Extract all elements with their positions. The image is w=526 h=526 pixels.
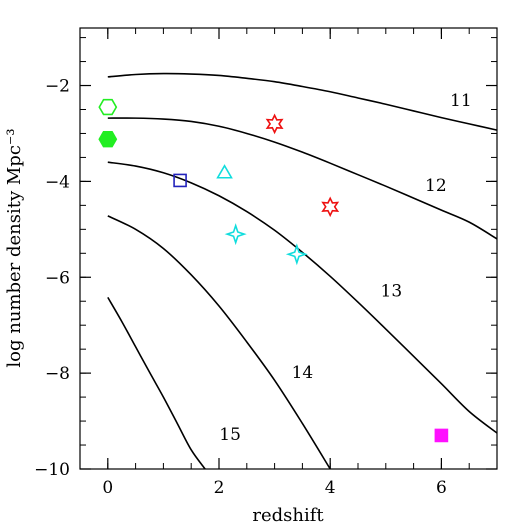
star4-marker bbox=[285, 243, 308, 266]
star6-marker bbox=[265, 113, 284, 135]
curve-label-12: 12 bbox=[425, 176, 447, 196]
y-axis-label: log number density Mpc⁻³ bbox=[4, 128, 25, 367]
y-tick-label: −4 bbox=[45, 172, 70, 192]
curve-label-11: 11 bbox=[450, 91, 472, 111]
hexagon-marker bbox=[98, 131, 118, 148]
x-tick-label: 0 bbox=[102, 478, 113, 498]
curves bbox=[107, 72, 498, 470]
hexagon-marker bbox=[98, 98, 118, 116]
y-tick-labels: −2 −4 −6 −8 −10 bbox=[34, 77, 70, 480]
curve-14 bbox=[107, 215, 331, 470]
y-tick-label: −8 bbox=[45, 364, 70, 384]
square-marker bbox=[434, 428, 449, 443]
curve-label-13: 13 bbox=[381, 281, 403, 301]
x-tick-labels: 0 2 4 6 bbox=[102, 478, 446, 498]
x-tick-label: 4 bbox=[325, 478, 336, 498]
square-marker bbox=[173, 173, 187, 188]
curve-label-14: 14 bbox=[292, 363, 314, 383]
plot-frame bbox=[79, 27, 498, 470]
curve-15 bbox=[107, 296, 206, 470]
curve-13 bbox=[107, 161, 498, 434]
star4-marker bbox=[224, 223, 247, 246]
triangle-marker bbox=[216, 164, 233, 179]
curve-11 bbox=[107, 72, 498, 131]
x-tick-label: 6 bbox=[436, 478, 447, 498]
y-tick-label: −10 bbox=[34, 460, 70, 480]
y-tick-label: −6 bbox=[45, 268, 70, 288]
x-axis-label: redshift bbox=[252, 505, 324, 526]
curve-12 bbox=[107, 117, 498, 240]
y-tick-label: −2 bbox=[45, 77, 70, 97]
curve-label-15: 15 bbox=[219, 425, 241, 445]
x-tick-label: 2 bbox=[214, 478, 225, 498]
markers bbox=[98, 98, 449, 443]
curve-labels: 11 12 13 14 15 bbox=[219, 91, 471, 445]
star6-marker bbox=[321, 196, 340, 218]
